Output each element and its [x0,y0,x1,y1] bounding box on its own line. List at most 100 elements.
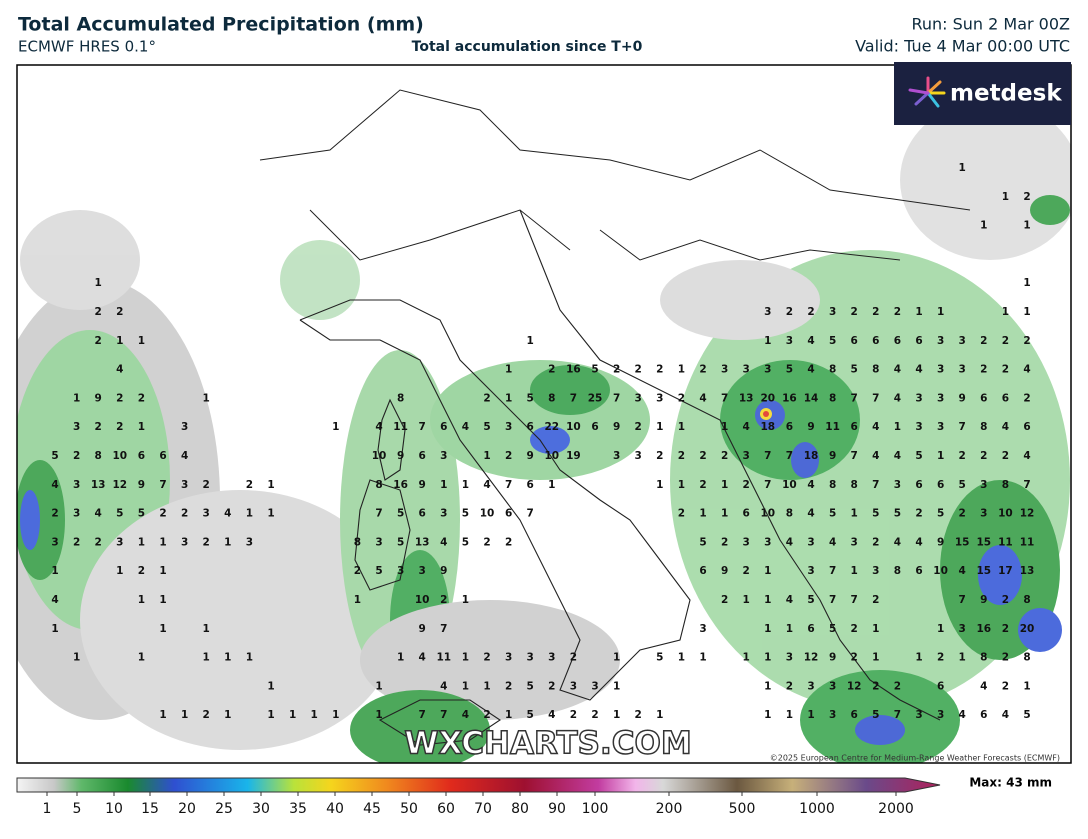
grid-value: 3 [440,450,447,462]
grid-value: 1 [462,680,469,692]
grid-value: 3 [181,536,188,548]
grid-value: 8 [548,392,555,404]
grid-value: 4 [440,680,447,692]
grid-value: 1 [138,652,145,664]
logo-icon [908,76,946,108]
grid-value: 6 [505,508,512,520]
legend-tick-label: 40 [326,801,344,817]
grid-value: 8 [829,392,836,404]
legend-tick-label: 30 [252,801,270,817]
grid-value: 6 [937,479,944,491]
grid-value: 6 [419,508,426,520]
grid-value: 2 [51,508,58,520]
grid-value: 1 [656,421,663,433]
grid-value: 18 [760,421,775,433]
grid-value: 2 [1023,392,1030,404]
grid-value: 3 [743,536,750,548]
grid-value: 5 [483,421,490,433]
grid-value: 2 [483,709,490,721]
grid-value: 4 [548,709,555,721]
grid-value: 5 [591,364,598,376]
grid-value: 5 [397,536,404,548]
grid-value: 6 [915,565,922,577]
grid-value: 1 [894,421,901,433]
grid-value: 1 [462,479,469,491]
grid-value: 9 [440,565,447,577]
legend-tick-label: 15 [141,801,159,817]
grid-value: 3 [699,623,706,635]
grid-value: 1 [332,421,339,433]
grid-value: 1 [959,652,966,664]
grid-value: 16 [566,364,581,376]
grid-value: 2 [483,652,490,664]
grid-value: 2 [894,680,901,692]
grid-value: 6 [527,421,534,433]
grid-value: 11 [1020,536,1035,548]
grid-value: 8 [980,652,987,664]
grid-value: 4 [894,536,901,548]
legend-tick-label: 50 [400,801,418,817]
grid-value: 4 [807,508,814,520]
grid-value: 5 [138,508,145,520]
grid-value: 1 [764,623,771,635]
grid-value: 11 [436,652,451,664]
grid-value: 1 [613,652,620,664]
grid-value: 1 [937,306,944,318]
grid-value: 15 [976,536,991,548]
grid-value: 3 [915,421,922,433]
grid-value: 5 [116,508,123,520]
grid-value: 7 [764,479,771,491]
grid-value: 4 [807,479,814,491]
grid-value: 4 [181,450,188,462]
grid-value: 1 [159,623,166,635]
grid-value: 1 [483,680,490,692]
grid-value: 5 [937,508,944,520]
grid-value: 4 [894,450,901,462]
grid-value: 3 [656,392,663,404]
grid-value: 3 [829,306,836,318]
grid-value: 1 [1023,680,1030,692]
grid-value: 6 [872,335,879,347]
legend-tick-label: 100 [582,801,609,817]
grid-value: 2 [635,364,642,376]
grid-value: 3 [915,709,922,721]
grid-value: 5 [872,709,879,721]
grid-value: 3 [743,364,750,376]
grid-value: 1 [73,392,80,404]
grid-value: 4 [116,364,123,376]
grid-value: 2 [483,392,490,404]
legend-tick-label: 45 [363,801,381,817]
grid-value: 2 [699,364,706,376]
grid-value: 1 [116,335,123,347]
grid-value: 3 [73,508,80,520]
grid-value: 5 [829,508,836,520]
grid-value: 2 [181,508,188,520]
grid-value: 13 [739,392,754,404]
grid-value: 3 [203,508,210,520]
grid-value: 4 [1002,421,1009,433]
grid-value: 7 [505,479,512,491]
grid-value: 3 [375,536,382,548]
grid-value: 22 [544,421,559,433]
grid-value: 14 [804,392,819,404]
grid-value: 8 [894,565,901,577]
grid-value: 2 [570,709,577,721]
grid-value: 4 [872,421,879,433]
grid-value: 2 [95,335,102,347]
grid-value: 1 [1023,220,1030,232]
grid-value: 5 [872,508,879,520]
grid-value: 8 [829,479,836,491]
grid-value: 2 [872,680,879,692]
grid-value: 9 [829,450,836,462]
grid-value: 2 [980,450,987,462]
description: Total accumulation since T+0 [412,39,643,55]
grid-value: 7 [527,508,534,520]
legend-max: Max: 43 mm [969,776,1052,790]
grid-value: 1 [1023,277,1030,289]
grid-value: 2 [95,421,102,433]
grid-value: 5 [786,364,793,376]
grid-value: 3 [807,536,814,548]
grid-value: 3 [440,508,447,520]
grid-value: 2 [1002,623,1009,635]
grid-value: 1 [505,392,512,404]
